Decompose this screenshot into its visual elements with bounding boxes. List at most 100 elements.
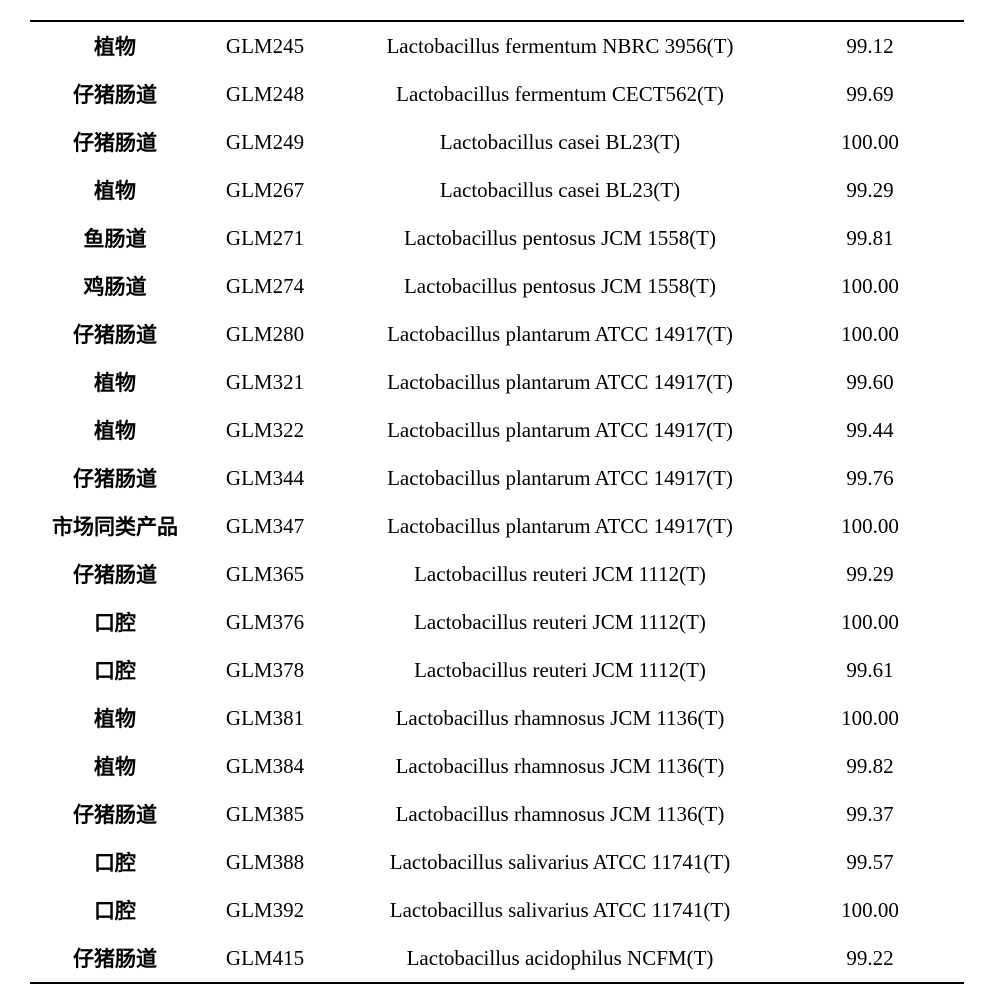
code-cell: GLM378	[200, 658, 330, 683]
table-row: 仔猪肠道GLM248Lactobacillus fermentum CECT56…	[30, 70, 964, 118]
source-cell: 植物	[30, 703, 200, 733]
table-row: 鸡肠道GLM274Lactobacillus pentosus JCM 1558…	[30, 262, 964, 310]
value-cell: 99.29	[790, 562, 950, 587]
source-cell: 植物	[30, 751, 200, 781]
source-cell: 市场同类产品	[30, 511, 200, 541]
code-cell: GLM381	[200, 706, 330, 731]
table-row: 植物GLM322Lactobacillus plantarum ATCC 149…	[30, 406, 964, 454]
strain-cell: Lactobacillus reuteri JCM 1112(T)	[330, 562, 790, 587]
value-cell: 99.22	[790, 946, 950, 971]
source-cell: 口腔	[30, 895, 200, 925]
value-cell: 99.37	[790, 802, 950, 827]
strain-cell: Lactobacillus casei BL23(T)	[330, 130, 790, 155]
code-cell: GLM267	[200, 178, 330, 203]
value-cell: 99.76	[790, 466, 950, 491]
strain-cell: Lactobacillus rhamnosus JCM 1136(T)	[330, 802, 790, 827]
source-cell: 鸡肠道	[30, 271, 200, 301]
value-cell: 99.81	[790, 226, 950, 251]
value-cell: 100.00	[790, 322, 950, 347]
value-cell: 99.61	[790, 658, 950, 683]
value-cell: 99.44	[790, 418, 950, 443]
source-cell: 植物	[30, 415, 200, 445]
code-cell: GLM385	[200, 802, 330, 827]
strain-cell: Lactobacillus fermentum CECT562(T)	[330, 82, 790, 107]
strain-cell: Lactobacillus salivarius ATCC 11741(T)	[330, 850, 790, 875]
code-cell: GLM280	[200, 322, 330, 347]
source-cell: 仔猪肠道	[30, 463, 200, 493]
strain-cell: Lactobacillus plantarum ATCC 14917(T)	[330, 418, 790, 443]
source-cell: 口腔	[30, 847, 200, 877]
value-cell: 100.00	[790, 610, 950, 635]
code-cell: GLM274	[200, 274, 330, 299]
table-row: 植物GLM384Lactobacillus rhamnosus JCM 1136…	[30, 742, 964, 790]
table-row: 仔猪肠道GLM249Lactobacillus casei BL23(T)100…	[30, 118, 964, 166]
source-cell: 仔猪肠道	[30, 943, 200, 973]
strain-cell: Lactobacillus plantarum ATCC 14917(T)	[330, 370, 790, 395]
source-cell: 植物	[30, 31, 200, 61]
table-row: 口腔GLM376Lactobacillus reuteri JCM 1112(T…	[30, 598, 964, 646]
table-row: 鱼肠道GLM271Lactobacillus pentosus JCM 1558…	[30, 214, 964, 262]
code-cell: GLM248	[200, 82, 330, 107]
strain-cell: Lactobacillus rhamnosus JCM 1136(T)	[330, 706, 790, 731]
value-cell: 99.82	[790, 754, 950, 779]
table-row: 仔猪肠道GLM365Lactobacillus reuteri JCM 1112…	[30, 550, 964, 598]
value-cell: 99.57	[790, 850, 950, 875]
value-cell: 100.00	[790, 706, 950, 731]
strain-cell: Lactobacillus rhamnosus JCM 1136(T)	[330, 754, 790, 779]
code-cell: GLM344	[200, 466, 330, 491]
strain-cell: Lactobacillus plantarum ATCC 14917(T)	[330, 322, 790, 347]
table-row: 口腔GLM378Lactobacillus reuteri JCM 1112(T…	[30, 646, 964, 694]
table-row: 植物GLM245Lactobacillus fermentum NBRC 395…	[30, 22, 964, 70]
strain-cell: Lactobacillus reuteri JCM 1112(T)	[330, 610, 790, 635]
table-row: 市场同类产品GLM347Lactobacillus plantarum ATCC…	[30, 502, 964, 550]
table-row: 植物GLM321Lactobacillus plantarum ATCC 149…	[30, 358, 964, 406]
source-cell: 仔猪肠道	[30, 127, 200, 157]
code-cell: GLM245	[200, 34, 330, 59]
table-row: 仔猪肠道GLM344Lactobacillus plantarum ATCC 1…	[30, 454, 964, 502]
value-cell: 99.29	[790, 178, 950, 203]
source-cell: 仔猪肠道	[30, 79, 200, 109]
code-cell: GLM347	[200, 514, 330, 539]
code-cell: GLM392	[200, 898, 330, 923]
strain-cell: Lactobacillus acidophilus NCFM(T)	[330, 946, 790, 971]
strain-cell: Lactobacillus salivarius ATCC 11741(T)	[330, 898, 790, 923]
strain-cell: Lactobacillus casei BL23(T)	[330, 178, 790, 203]
table-row: 口腔GLM388Lactobacillus salivarius ATCC 11…	[30, 838, 964, 886]
table-row: 仔猪肠道GLM385Lactobacillus rhamnosus JCM 11…	[30, 790, 964, 838]
code-cell: GLM365	[200, 562, 330, 587]
source-cell: 仔猪肠道	[30, 319, 200, 349]
code-cell: GLM249	[200, 130, 330, 155]
source-cell: 植物	[30, 175, 200, 205]
strain-cell: Lactobacillus plantarum ATCC 14917(T)	[330, 514, 790, 539]
value-cell: 100.00	[790, 274, 950, 299]
source-cell: 植物	[30, 367, 200, 397]
code-cell: GLM384	[200, 754, 330, 779]
strain-cell: Lactobacillus reuteri JCM 1112(T)	[330, 658, 790, 683]
code-cell: GLM415	[200, 946, 330, 971]
table-row: 植物GLM381Lactobacillus rhamnosus JCM 1136…	[30, 694, 964, 742]
table-row: 植物GLM267Lactobacillus casei BL23(T)99.29	[30, 166, 964, 214]
value-cell: 100.00	[790, 514, 950, 539]
table-row: 仔猪肠道GLM280Lactobacillus plantarum ATCC 1…	[30, 310, 964, 358]
source-cell: 口腔	[30, 607, 200, 637]
strain-cell: Lactobacillus pentosus JCM 1558(T)	[330, 226, 790, 251]
value-cell: 99.60	[790, 370, 950, 395]
value-cell: 99.12	[790, 34, 950, 59]
value-cell: 99.69	[790, 82, 950, 107]
table-row: 仔猪肠道GLM415Lactobacillus acidophilus NCFM…	[30, 934, 964, 982]
table-row: 口腔GLM392Lactobacillus salivarius ATCC 11…	[30, 886, 964, 934]
value-cell: 100.00	[790, 130, 950, 155]
code-cell: GLM321	[200, 370, 330, 395]
source-cell: 仔猪肠道	[30, 799, 200, 829]
code-cell: GLM271	[200, 226, 330, 251]
source-cell: 仔猪肠道	[30, 559, 200, 589]
code-cell: GLM388	[200, 850, 330, 875]
strain-cell: Lactobacillus fermentum NBRC 3956(T)	[330, 34, 790, 59]
code-cell: GLM376	[200, 610, 330, 635]
code-cell: GLM322	[200, 418, 330, 443]
source-cell: 口腔	[30, 655, 200, 685]
strain-table: 植物GLM245Lactobacillus fermentum NBRC 395…	[30, 20, 964, 984]
value-cell: 100.00	[790, 898, 950, 923]
source-cell: 鱼肠道	[30, 223, 200, 253]
strain-cell: Lactobacillus plantarum ATCC 14917(T)	[330, 466, 790, 491]
